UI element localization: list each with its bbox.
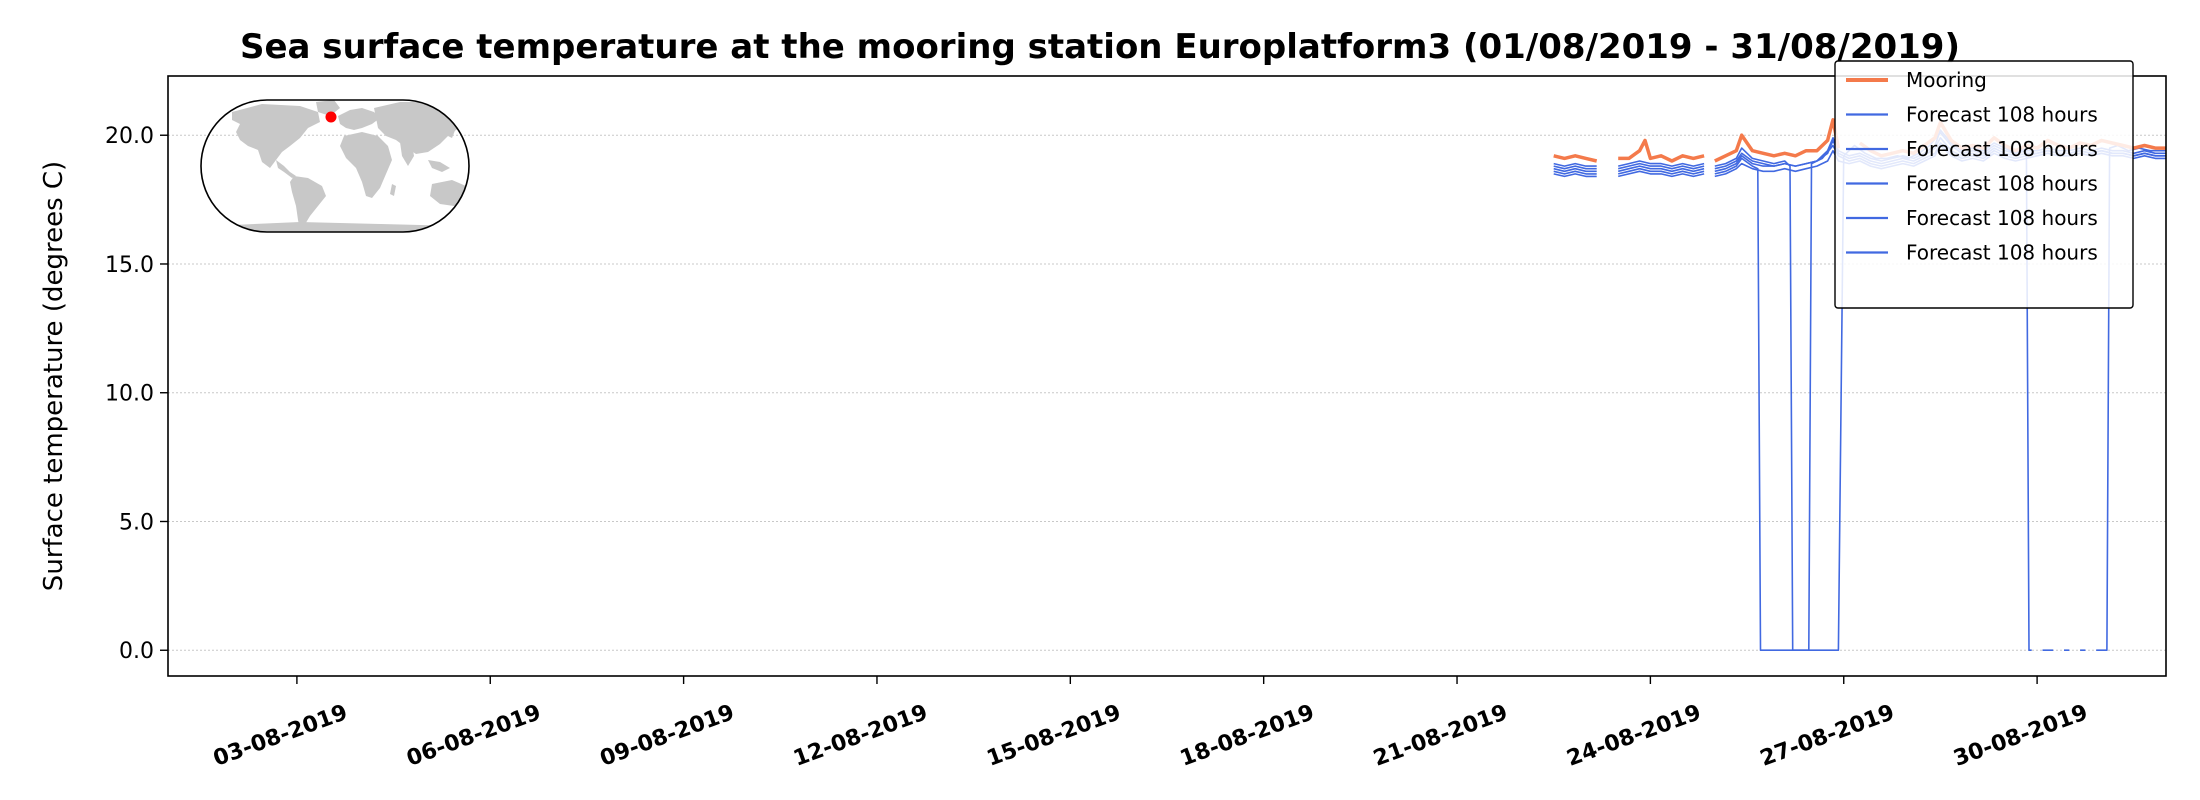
legend: Mooring Forecast 108 hours Forecast 108 ho…: [1834, 60, 2134, 309]
world-map-land: [210, 100, 468, 232]
legend-label: Mooring: [1906, 68, 1987, 92]
x-tick-label: 30-08-2019: [1950, 700, 2091, 772]
x-tick-label: 24-08-2019: [1564, 700, 1705, 772]
y-axis-label: Surface temperature (degrees C): [39, 161, 69, 591]
y-tick-label: 0.0: [119, 639, 154, 664]
chart-title: Sea surface temperature at the mooring s…: [240, 27, 1960, 67]
y-tick-label: 10.0: [105, 382, 154, 407]
y-tick-label: 5.0: [119, 510, 154, 535]
world-map-inset: [200, 99, 470, 233]
legend-label: Forecast 108 hours: [1906, 103, 2098, 127]
y-axis-ticks: 0.0 5.0 10.0 15.0 20.0: [105, 124, 168, 664]
y-tick-label: 15.0: [105, 253, 154, 278]
x-tick-label: 18-08-2019: [1177, 700, 1318, 772]
x-tick-label: 09-08-2019: [597, 700, 738, 772]
world-map-outline: [200, 99, 470, 233]
legend-label: Forecast 108 hours: [1906, 206, 2098, 230]
x-tick-label: 06-08-2019: [404, 700, 545, 772]
legend-label: Forecast 108 hours: [1906, 137, 2098, 161]
legend-label: Forecast 108 hours: [1906, 241, 2098, 265]
legend-label: Forecast 108 hours: [1906, 172, 2098, 196]
x-tick-label: 15-08-2019: [984, 700, 1125, 772]
y-tick-label: 20.0: [105, 124, 154, 149]
legend-box: [1834, 60, 2134, 309]
series-line-mooring: [1553, 118, 2166, 163]
station-location-marker: [325, 111, 337, 123]
x-tick-label: 27-08-2019: [1757, 700, 1898, 772]
plot-frame: [167, 75, 2167, 677]
x-tick-label: 12-08-2019: [790, 700, 931, 772]
x-axis-ticks: 03-08-2019 06-08-2019 09-08-2019 12-08-2019…: [210, 676, 2091, 772]
x-tick-label: 03-08-2019: [210, 700, 351, 772]
x-tick-label: 21-08-2019: [1370, 700, 1511, 772]
